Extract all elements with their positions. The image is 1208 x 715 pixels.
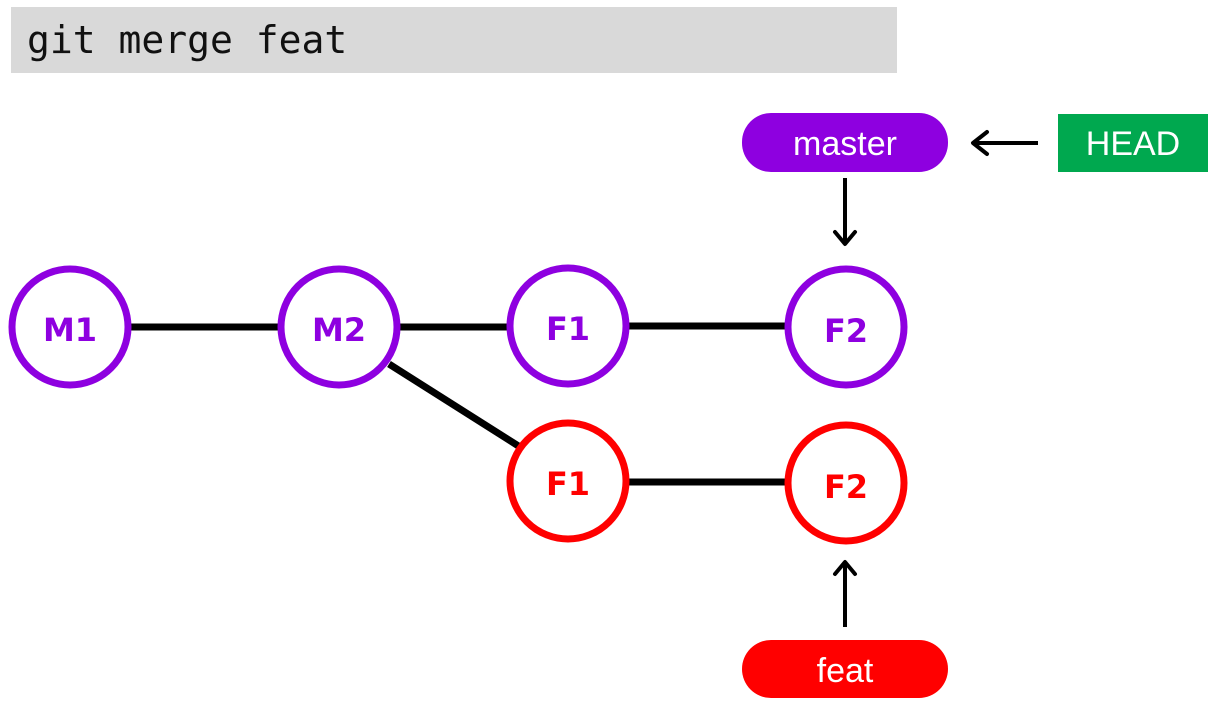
master-to-f2-arrow: [833, 178, 857, 246]
commit-feat-f2: F2: [784, 421, 908, 545]
commit-master-f2-circle: [784, 265, 908, 389]
master-branch-text: master: [793, 125, 897, 163]
head-label: HEAD: [1058, 114, 1208, 172]
commit-m2-label: M2: [312, 311, 366, 349]
commit-feat-f2-label: F2: [824, 468, 868, 506]
commit-feat-f1: F1: [506, 419, 630, 543]
command-text-bar: git merge feat: [11, 7, 897, 73]
commit-m1-circle: [8, 265, 132, 389]
head-text: HEAD: [1086, 125, 1180, 163]
feat-to-f2-arrow: [833, 560, 857, 627]
master-branch-pill: [742, 113, 948, 172]
edge-m2-feat-f1: [387, 361, 522, 450]
commit-master-f1-label: F1: [546, 310, 590, 348]
commit-m2: M2: [277, 265, 401, 389]
commit-feat-f2-circle: [784, 421, 908, 545]
commit-master-f1-circle: [506, 264, 630, 388]
master-branch-label: master: [742, 113, 948, 172]
commit-feat-f1-circle: [506, 419, 630, 543]
commit-m1-label: M1: [43, 311, 97, 349]
commit-m2-circle: [277, 265, 401, 389]
feat-branch-pill: [742, 640, 948, 698]
feat-branch-label: feat: [742, 640, 948, 698]
head-to-master-arrow: [971, 130, 1038, 156]
commit-master-f2: F2: [784, 265, 908, 389]
command-text: git merge feat: [27, 18, 348, 62]
commit-feat-f1-label: F1: [546, 465, 590, 503]
feat-branch-text: feat: [817, 652, 874, 690]
commit-master-f1: F1: [506, 264, 630, 388]
head-box: [1058, 114, 1208, 172]
commit-master-f2-label: F2: [824, 312, 868, 350]
commit-m1: M1: [8, 265, 132, 389]
